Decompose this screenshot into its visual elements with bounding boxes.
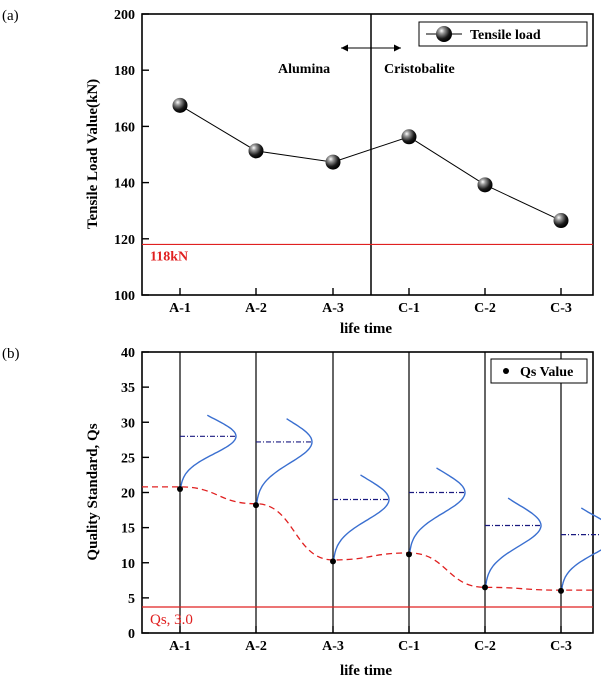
panel-a-y-axis-title: Tensile Load Value(kN) <box>85 79 101 229</box>
y-tick-label: 160 <box>114 120 135 135</box>
panel-a-y-tick-labels: 100 120 140 160 180 200 <box>114 8 135 304</box>
panel-b-x-tick-labels: A-1 A-2 A-3 C-1 C-2 C-3 <box>169 639 572 654</box>
panel-b-x-axis-title: life time <box>340 663 392 679</box>
qs-point-c-2 <box>482 584 488 591</box>
qs-trend-line <box>142 486 593 591</box>
distribution-curve-a-1 <box>179 414 237 490</box>
distribution-curve-c-1 <box>408 467 466 555</box>
panel-a: (a) 100 120 140 160 180 200 A-1 A-2 A-3 C-1 C-2 C-… <box>2 8 594 337</box>
qs-point-c-3 <box>558 587 564 594</box>
panel-b-y-tick-labels: 0 5 10 15 20 25 30 35 40 <box>121 346 135 642</box>
y-tick-label: 200 <box>114 8 135 23</box>
y-tick-label: 20 <box>121 487 135 502</box>
region-label-cristobalite: Cristobalite <box>384 62 455 77</box>
qs-point-c-1 <box>406 551 412 558</box>
panel-b-plot-frame <box>141 351 594 634</box>
y-tick-label: 25 <box>121 451 135 466</box>
y-tick-label: 40 <box>121 346 135 361</box>
y-tick-label: 35 <box>121 381 135 396</box>
x-tick-label: A-2 <box>245 301 267 316</box>
qs-point-a-2 <box>253 502 259 509</box>
panel-a-x-tick-labels: A-1 A-2 A-3 C-1 C-2 C-3 <box>169 301 572 316</box>
distribution-curve-c-3 <box>560 507 601 591</box>
panel-b-category-lines <box>179 352 562 633</box>
data-point-c-3 <box>553 213 569 229</box>
panel-b-x-ticks <box>179 626 562 633</box>
x-tick-label: C-2 <box>474 639 496 654</box>
x-tick-label: C-2 <box>474 301 496 316</box>
distribution-curve-a-3 <box>332 474 390 562</box>
panel-a-x-axis-title: life time <box>340 321 392 337</box>
x-tick-label: A-2 <box>245 639 267 654</box>
y-tick-label: 30 <box>121 416 135 431</box>
legend-sphere-marker <box>436 26 452 42</box>
reference-label-118kn: 118kN <box>150 249 188 264</box>
panel-a-plot-frame <box>141 13 594 296</box>
reference-label-qs-3: Qs, 3.0 <box>150 612 193 628</box>
y-tick-label: 140 <box>114 177 135 192</box>
x-tick-label: A-1 <box>169 301 191 316</box>
data-point-c-1 <box>401 129 417 145</box>
x-tick-label: A-1 <box>169 639 191 654</box>
panel-b-y-ticks <box>142 351 149 634</box>
y-tick-label: 120 <box>114 233 135 248</box>
panel-b-legend: Qs Value <box>490 358 588 384</box>
data-point-c-2 <box>477 177 493 193</box>
y-tick-label: 100 <box>114 289 135 304</box>
data-point-a-1 <box>172 97 188 113</box>
data-point-a-3 <box>325 154 341 170</box>
region-label-alumina: Alumina <box>278 62 330 77</box>
x-tick-label: C-1 <box>398 301 420 316</box>
y-tick-label: 5 <box>128 592 135 607</box>
y-tick-label: 0 <box>128 627 135 642</box>
legend-label-qs-value: Qs Value <box>520 365 573 380</box>
distribution-curve-c-2 <box>484 497 542 588</box>
x-tick-label: C-3 <box>550 639 572 654</box>
panel-a-legend: Tensile load <box>418 21 588 47</box>
qs-point-a-3 <box>330 558 336 565</box>
qs-distribution-curves <box>179 414 601 591</box>
region-arrow <box>341 44 401 52</box>
tensile-load-line <box>179 104 562 221</box>
x-tick-label: A-3 <box>322 301 344 316</box>
panel-b-label: (b) <box>2 346 20 362</box>
panel-a-label: (a) <box>2 8 19 24</box>
legend-label-tensile-load: Tensile load <box>470 28 541 43</box>
y-tick-label: 15 <box>121 522 135 537</box>
panel-b-y-axis-title: Quality Standard, Qs <box>85 423 101 560</box>
y-tick-label: 10 <box>121 557 135 572</box>
y-tick-label: 180 <box>114 64 135 79</box>
qs-value-points <box>177 485 564 594</box>
panel-a-x-ticks <box>179 288 562 295</box>
tensile-load-points <box>172 97 569 229</box>
panel-a-y-ticks <box>142 13 149 296</box>
qs-point-a-1 <box>177 485 183 492</box>
legend-dot-marker <box>503 368 509 374</box>
x-tick-label: C-3 <box>550 301 572 316</box>
distribution-curve-a-2 <box>255 418 313 506</box>
data-point-a-2 <box>248 143 264 159</box>
x-tick-label: A-3 <box>322 639 344 654</box>
x-tick-label: C-1 <box>398 639 420 654</box>
